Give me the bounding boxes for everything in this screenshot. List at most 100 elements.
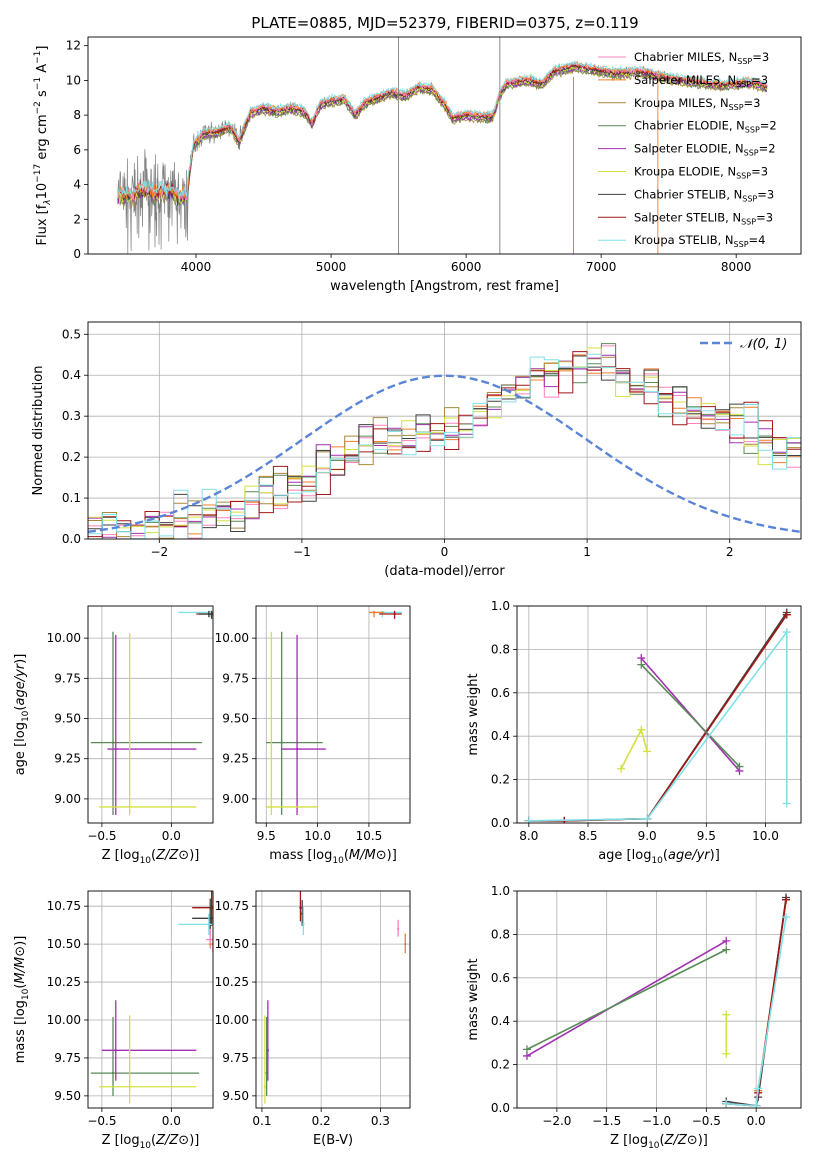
mass_vs_Z-xlabel-part: Z [log (102, 1133, 140, 1148)
age_vs_Z-xlabel-part: 10 (140, 856, 152, 866)
mass_weight_vs_age-ytick-label: 0.4 (491, 729, 510, 743)
age_vs_Z-ylabel-part: age [log (13, 722, 28, 775)
legend-label-part: Kroupa MILES, N (634, 96, 729, 110)
residuals-ytick-label: 0.2 (62, 450, 81, 464)
residuals-ytick-label: 0.3 (62, 409, 81, 423)
spectrum-ytick-label: 4 (73, 178, 81, 192)
mass_weight_vs_Z-xtick-label: 0.0 (747, 1114, 766, 1128)
mass_vs_Z-xlabel-part: )] (189, 1133, 199, 1148)
mass_vs_ebv-ytick-label: 10.75 (215, 899, 249, 913)
legend-label-salpeter_miles: Salpeter MILES, NSSP=3 (634, 73, 768, 89)
mass_vs_Z-ytick-label: 9.50 (54, 1089, 81, 1103)
legend-label-part: Salpeter ELODIE, N (634, 142, 744, 156)
mass_vs_Z-ylabel-part: ( (13, 984, 28, 989)
data-point-salpeter_miles (404, 942, 407, 946)
age_vs_mass-xtick-label: 10.0 (304, 829, 331, 843)
ylabel-part: −1 (33, 51, 43, 64)
weight-marker-kroupa_stelib (754, 1084, 763, 1093)
legend-label-part: Chabrier ELODIE, N (634, 119, 745, 133)
spectrum-axes: 4000 5000 6000 7000 8000 0 2 4 6 8 10 12 (66, 39, 752, 274)
weight-line-kroupa_stelib (528, 629, 788, 822)
mass_weight_vs_age-ytick-label: 0.8 (491, 642, 510, 656)
spectrum-ytick-label: 10 (66, 73, 81, 87)
legend-label-part: =3 (756, 210, 773, 224)
weight-marker-kroupa_stelib (782, 628, 791, 637)
mass_weight_vs_age-ytick-label: 0.2 (491, 773, 510, 787)
legend-label-part: Kroupa ELODIE, N (634, 165, 736, 179)
legend-label-part: =4 (749, 233, 766, 247)
mass_vs_Z-ytick-label: 10.75 (47, 899, 81, 913)
weight-marker-chabrier_elodie (522, 1045, 531, 1054)
age_vs_Z-ytick-label: 9.50 (54, 712, 81, 726)
legend-label-part: Kroupa STELIB, N (634, 233, 734, 247)
ylabel-part: A (35, 64, 50, 77)
legend-label-salpeter_elodie: Salpeter ELODIE, NSSP=2 (634, 142, 776, 158)
spectrum-xtick-label: 6000 (451, 260, 482, 274)
residuals-frame (87, 321, 802, 540)
mass_vs_Z-ylabel-part: )] (13, 936, 28, 946)
age_vs_mass-ytick-label: 10.00 (215, 631, 249, 645)
age_vs_Z-xlabel-part: Z/Z⊙ (155, 848, 189, 863)
age_vs_mass-xlabel-part: ( (344, 848, 349, 863)
mass_vs_Z-ytick-label: 10.00 (47, 1013, 81, 1027)
age_vs_mass-ytick-label: 9.75 (222, 671, 249, 685)
mass_weight_vs_age-xlabel: age [log10(age/yr)] (598, 848, 720, 866)
age_vs_Z-xlabel-part: Z [log (102, 848, 140, 863)
mass_weight_vs_age-axes: 8.0 8.5 9.0 9.5 10.0 0.0 0.2 0.4 0.6 0.8 1.0 (491, 599, 801, 843)
age_vs_Z-plot (90, 610, 213, 815)
residuals-xtick-label: 1 (583, 545, 591, 559)
data-point-salpeter_stelib (210, 906, 213, 909)
normal-legend-label: 𝒩(0, 1) (740, 337, 787, 352)
weight-marker-kroupa_elodie (722, 1010, 731, 1019)
data-point-salpeter_elodie (114, 1049, 117, 1052)
legend-label-part: =3 (751, 165, 768, 179)
mass_weight_vs_age-xtick-label: 9.5 (697, 829, 716, 843)
weight-marker-chabrier_elodie (722, 945, 731, 954)
age_vs_mass-xtick-label: 9.5 (257, 829, 276, 843)
ylabel-part: 10 (35, 183, 50, 200)
data-point-salpeter_elodie (114, 747, 117, 751)
age_vs_mass-frame (255, 605, 411, 824)
weight-line-kroupa_elodie (620, 727, 648, 770)
weight-marker-kroupa_elodie (637, 725, 646, 734)
legend-label-part: SSP (745, 126, 760, 135)
mass_vs_Z-axes: −0.5 0.0 9.50 9.75 10.00 10.25 10.50 10.75 (47, 891, 213, 1128)
weight-marker-kroupa_elodie (722, 1049, 731, 1058)
model-spectrum-kroupa_miles (117, 69, 768, 208)
mass_vs_Z-ylabel-part: mass [log (13, 1000, 28, 1063)
residuals-xtick-label: 2 (726, 545, 734, 559)
legend-label-part: =3 (757, 187, 774, 201)
spectrum-xtick-label: 8000 (721, 260, 752, 274)
age_vs_Z-xlabel-part: )] (189, 848, 199, 863)
age_vs_mass-xlabel-part: mass [log (269, 848, 332, 863)
mass_weight_vs_age-xtick-label: 9.0 (638, 829, 657, 843)
residuals-ytick-label: 0.4 (62, 368, 81, 382)
age_vs_mass-xlabel-part: M/M⊙ (349, 848, 387, 863)
spectrum-ytick-label: 8 (73, 108, 81, 122)
histogram-chabrier_stelib (88, 355, 801, 539)
age_vs_Z-frame (87, 605, 214, 824)
ylabel-part: Flux [f (35, 204, 50, 245)
mass_weight_vs_age-plot (524, 608, 791, 823)
residuals-xtick-label: 0 (441, 545, 449, 559)
data-spectrum-line (117, 62, 768, 254)
mass_vs_Z-ytick-label: 10.25 (47, 975, 81, 989)
weight-marker-kroupa_stelib (722, 1099, 731, 1108)
mass_vs_ebv-ytick-label: 9.75 (222, 1051, 249, 1065)
mass_vs_Z-ylabel-part: 10 (21, 988, 31, 1000)
mass_vs_Z-xlabel-part: ( (151, 1133, 156, 1148)
legend-label-part: SSP (744, 149, 759, 158)
weight-marker-salpeter_elodie (722, 936, 731, 945)
mass_vs_Z-ytick-label: 10.50 (47, 937, 81, 951)
age_vs_mass-ytick-label: 9.25 (222, 752, 249, 766)
residuals-xtick-label: −1 (293, 545, 311, 559)
mass_weight_vs_age-xlabel-part: ( (663, 848, 668, 863)
mass_vs_ebv-xtick-label: 0.3 (371, 1114, 390, 1128)
age_vs_Z-ytick-label: 10.00 (47, 631, 81, 645)
data-point-kroupa_stelib (207, 923, 211, 926)
mass_weight_vs_age-xlabel-part: age/yr (668, 848, 711, 863)
mass_weight_vs_Z-xlabel-part: 10 (648, 1141, 660, 1151)
spectrum-xtick-label: 4000 (181, 260, 212, 274)
spectrum-ytick-label: 2 (73, 212, 81, 226)
